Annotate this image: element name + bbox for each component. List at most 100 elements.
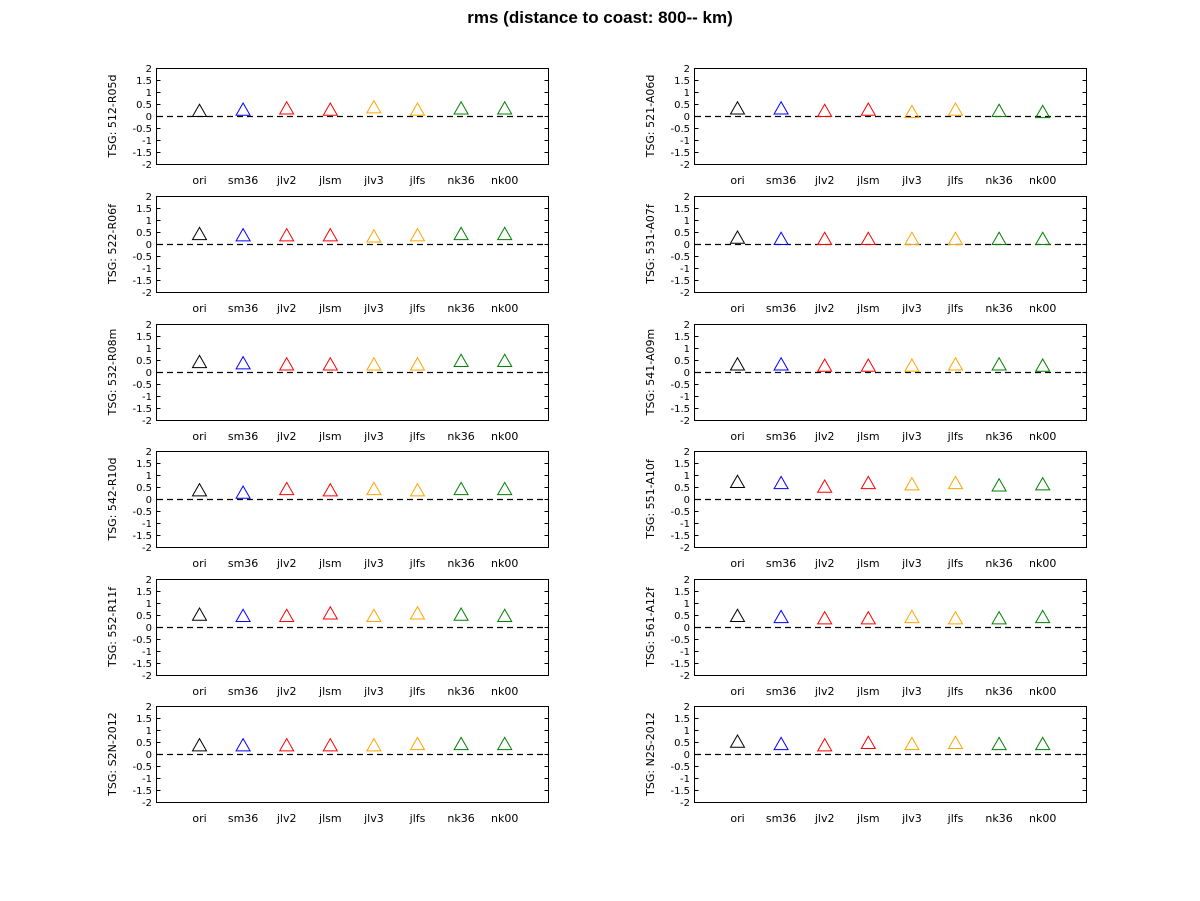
y-tick-label: 1.5 [674,587,690,598]
x-tick-label: jlv2 [276,174,297,187]
y-tick-label: 0.5 [674,483,690,494]
y-tick-label: 1 [684,599,690,610]
x-tick-label: ori [192,685,206,698]
y-tick-label: -1 [680,647,690,658]
y-tick-label: -1 [142,136,152,147]
y-tick-label: -2 [680,798,690,809]
y-tick-label: -2 [142,288,152,299]
y-tick-label: 0 [146,495,152,506]
y-tick-label: 1.5 [674,714,690,725]
y-axis-label: TSG: 522-R06f [106,203,119,285]
y-tick-label: 0 [684,240,690,251]
y-tick-label: 0 [684,495,690,506]
x-tick-label: nk00 [1029,430,1056,443]
x-tick-label: nk36 [447,302,474,315]
data-point-nk36 [453,736,469,751]
data-point-ori [191,737,208,752]
x-tick-label: nk36 [985,685,1012,698]
y-tick-label: 0 [684,623,690,634]
y-tick-label: -1.5 [670,276,690,287]
y-tick-label: -0.5 [670,252,690,263]
x-tick-label: sm36 [228,174,258,187]
data-point-jlv3 [904,736,920,751]
data-point-jlv2 [278,100,295,115]
y-tick-label: 1 [146,216,152,227]
y-tick-label: -1 [142,392,152,403]
y-tick-label: -1 [680,136,690,147]
data-point-nk00 [496,608,513,622]
y-tick-label: -0.5 [132,252,152,263]
data-point-sm36 [235,355,251,370]
y-axis-label: TSG: 531-A07f [644,203,657,285]
x-tick-label: ori [730,302,744,315]
x-tick-label: ori [192,812,206,825]
panel-7: 21.510.50-0.5-1-1.5-2 ori sm36 jlv2 jlsm jlv3… [106,447,549,570]
x-tick-label: jlv2 [814,302,835,315]
data-point-nk00 [1034,104,1051,119]
y-tick-label: 0.5 [674,100,690,111]
panel-3: 21.510.50-0.5-1-1.5-2 ori sm36 jlv2 jlsm jlv3… [106,192,549,315]
data-point-jlv2 [278,227,295,242]
data-point-jlv2 [816,103,833,117]
data-point-ori [191,103,208,117]
data-point-jlv2 [278,608,295,622]
y-tick-label: 0 [146,368,152,379]
data-point-sm36 [773,609,789,624]
x-tick-label: nk00 [1029,685,1056,698]
x-tick-label: ori [730,685,744,698]
x-tick-label: jlv2 [814,812,835,825]
x-tick-label: jlv3 [901,685,922,698]
data-point-nk00 [496,736,513,751]
x-tick-label: jlv3 [363,812,384,825]
x-tick-label: sm36 [766,685,796,698]
x-tick-label: sm36 [228,430,258,443]
data-point-jlsm [860,735,877,749]
x-tick-label: nk00 [1029,302,1056,315]
x-tick-label: ori [730,430,744,443]
y-axis-label: TSG: 552-R11f [106,586,119,668]
x-tick-label: sm36 [766,812,796,825]
y-tick-label: -0.5 [132,507,152,518]
x-tick-label: jlfs [947,685,964,698]
y-tick-label: -0.5 [670,635,690,646]
data-point-jlsm [860,610,877,625]
y-tick-label: 2 [146,64,152,75]
x-tick-label: jlfs [409,557,426,570]
data-point-jlv2 [816,737,833,752]
x-tick-label: jlfs [409,302,426,315]
y-axis-label: TSG: 521-A06d [644,75,657,159]
data-point-jlfs [947,231,964,245]
x-tick-label: jlv2 [814,557,835,570]
y-tick-label: -1.5 [132,404,152,415]
x-tick-label: jlsm [856,302,880,315]
y-tick-label: 1.5 [674,332,690,343]
y-tick-label: -2 [142,416,152,427]
data-point-jlv3 [366,99,382,114]
x-tick-label: ori [192,557,206,570]
x-tick-label: nk36 [447,557,474,570]
y-tick-label: -0.5 [670,124,690,135]
y-tick-label: -1.5 [670,786,690,797]
data-point-nk36 [453,100,469,115]
panel-6: 21.510.50-0.5-1-1.5-2 ori sm36 jlv2 jlsm jlv3… [644,320,1087,443]
x-tick-label: nk36 [985,557,1012,570]
y-tick-label: -2 [142,160,152,171]
y-tick-label: 1.5 [136,76,152,87]
y-tick-label: 1 [684,216,690,227]
data-point-nk36 [453,606,469,621]
data-point-jlv3 [904,357,920,372]
x-tick-label: sm36 [228,557,258,570]
y-tick-label: 1 [146,471,152,482]
x-tick-label: sm36 [766,557,796,570]
x-tick-label: jlsm [856,174,880,187]
y-tick-label: 0 [684,368,690,379]
data-point-jlsm [322,605,339,620]
data-point-nk36 [991,231,1007,245]
data-point-ori [191,354,208,369]
data-point-nk00 [1034,231,1051,245]
y-tick-label: 0.5 [136,483,152,494]
data-point-jlfs [409,736,426,751]
data-point-jlv2 [278,356,295,371]
y-tick-label: -1.5 [132,786,152,797]
data-point-jlv3 [366,608,382,622]
